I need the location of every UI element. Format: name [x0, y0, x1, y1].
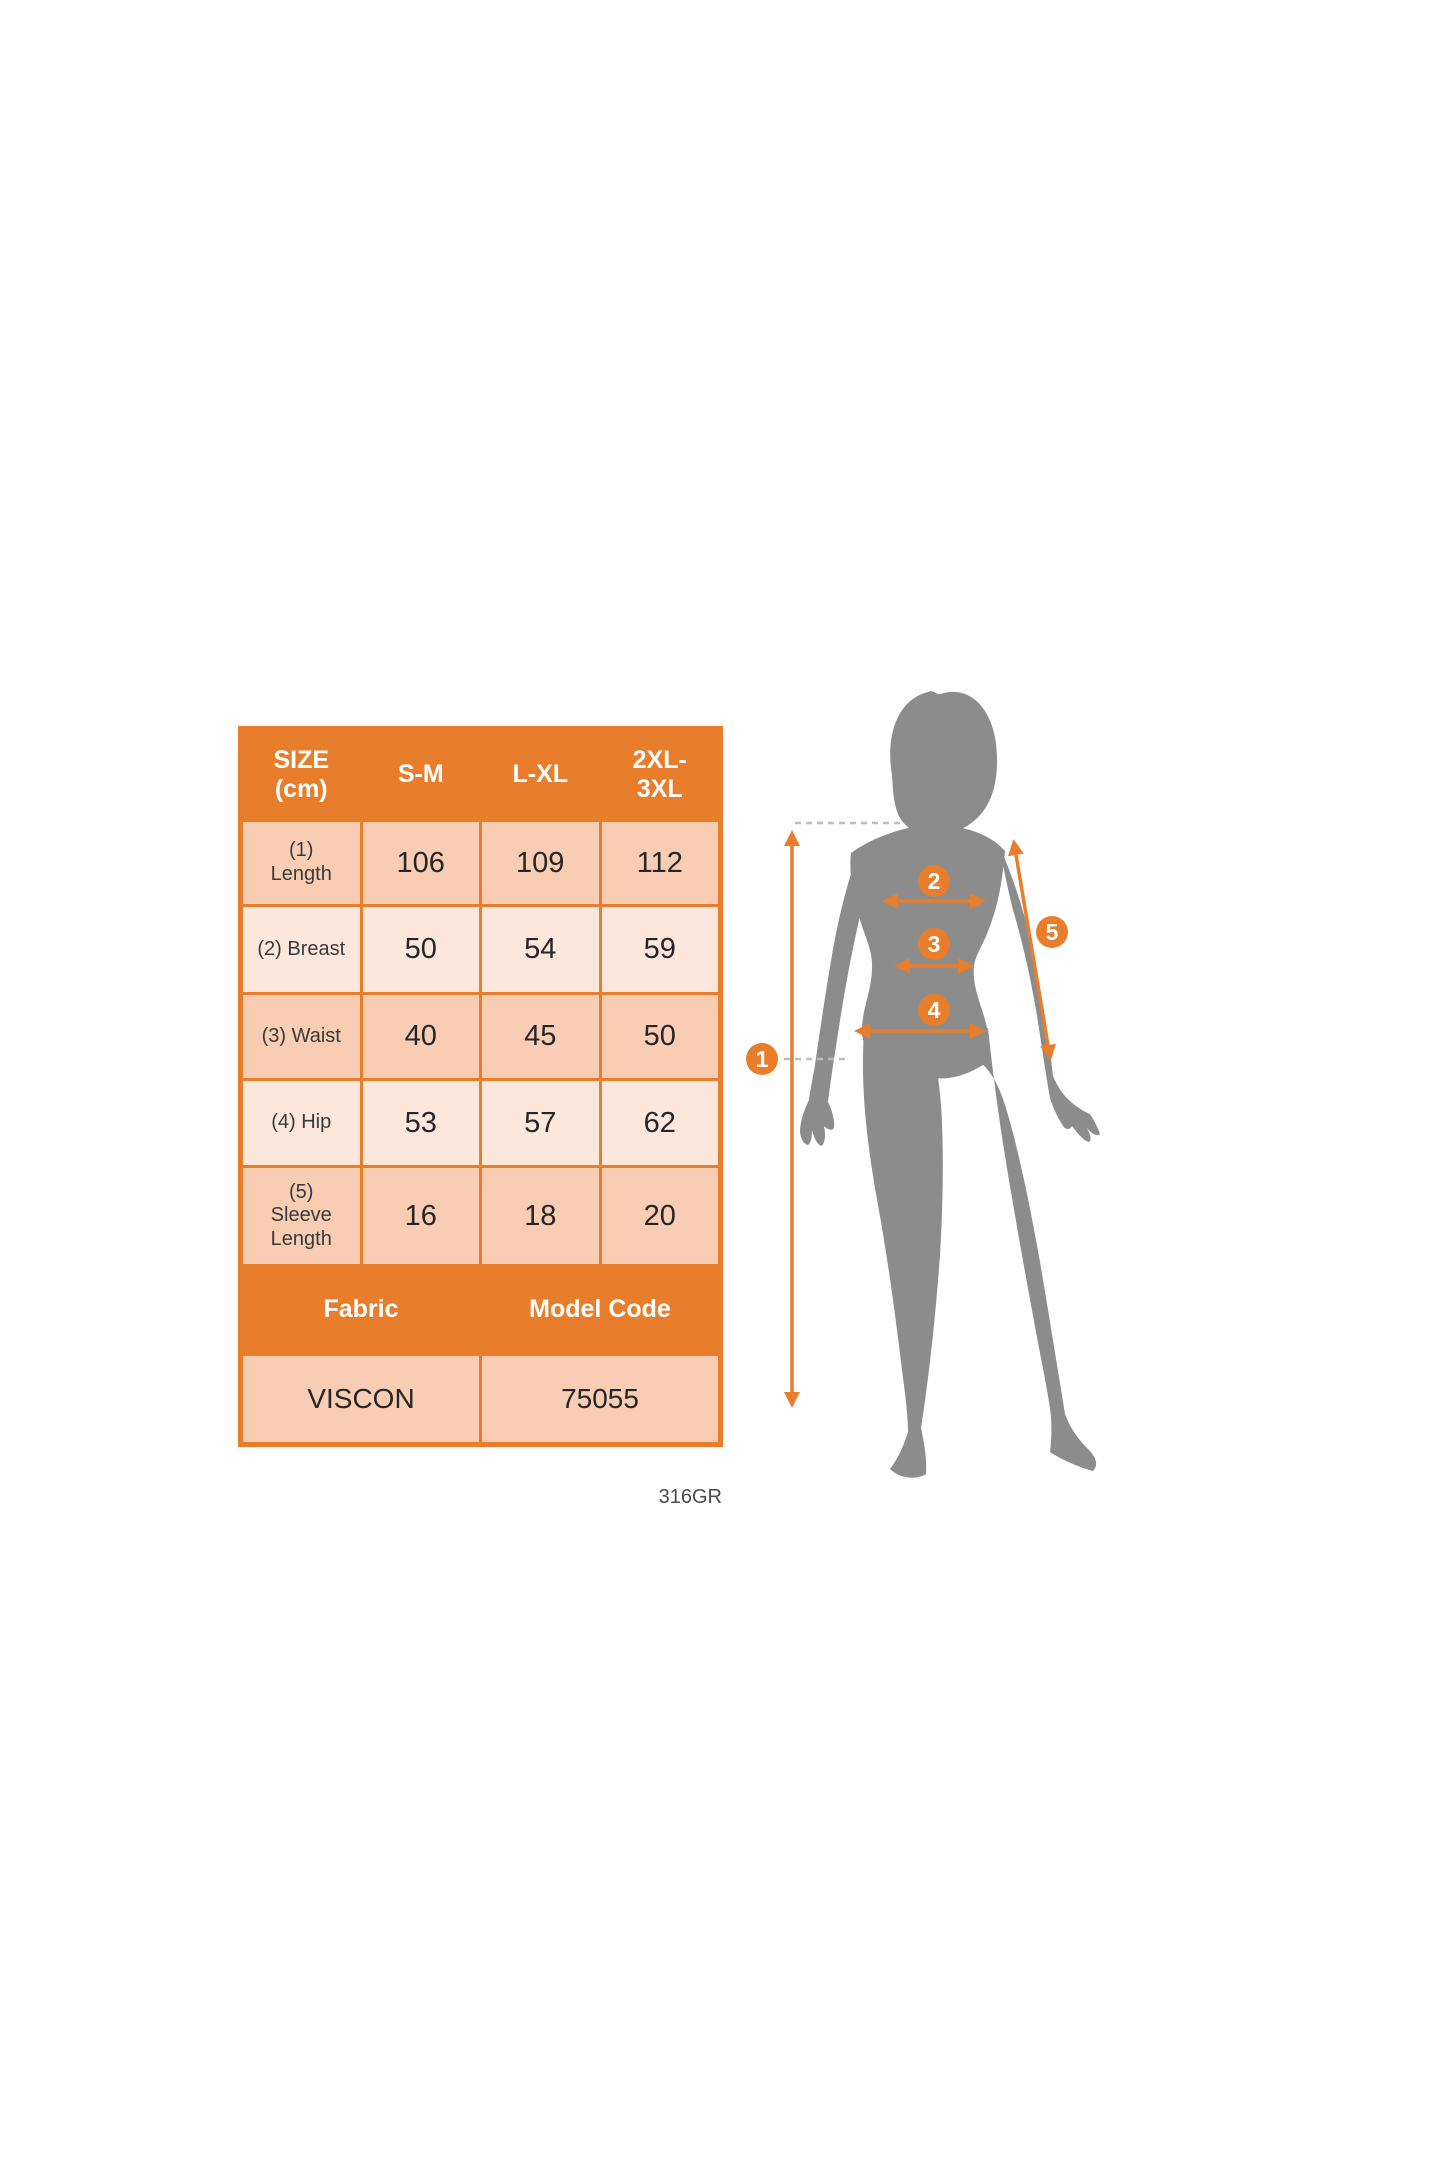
- row-sleeve-sm: 16: [362, 1168, 479, 1264]
- silhouette-head: [890, 691, 998, 835]
- row-length-label: (1) Length: [243, 822, 360, 904]
- footer-model-code-value: 75055: [482, 1356, 718, 1442]
- row-hip-lxl: 57: [482, 1081, 599, 1165]
- footer-model-code-header: Model Code: [482, 1267, 718, 1353]
- badge-sleeve: 5: [1036, 916, 1068, 948]
- header-lxl: L-XL: [482, 731, 599, 819]
- size-chart-table: SIZE (cm) S-M L-XL 2XL- 3XL (1) Length 1…: [238, 726, 723, 1447]
- row-sleeve-label: (5) Sleeve Length: [243, 1168, 360, 1264]
- row-breast-sm: 50: [362, 907, 479, 992]
- svg-text:2: 2: [928, 868, 941, 894]
- footer-fabric-header: Fabric: [243, 1267, 479, 1353]
- row-sleeve-2xl3xl: 20: [601, 1168, 718, 1264]
- row-length-lxl: 109: [482, 822, 599, 904]
- model-code-footnote: 316GR: [658, 1486, 722, 1508]
- reference-dashed-lines: [784, 821, 902, 1061]
- footer-fabric-value: VISCON: [243, 1356, 479, 1442]
- svg-text:1: 1: [756, 1046, 769, 1072]
- header-sm: S-M: [362, 731, 479, 819]
- row-hip-label: (4) Hip: [243, 1081, 360, 1165]
- silhouette-left-leg: [862, 1032, 943, 1478]
- badge-waist: 3: [918, 928, 950, 960]
- row-hip-sm: 53: [362, 1081, 479, 1165]
- badge-breast: 2: [918, 865, 950, 897]
- row-sleeve-lxl: 18: [482, 1168, 599, 1264]
- svg-text:5: 5: [1046, 919, 1059, 945]
- row-hip-2xl3xl: 62: [601, 1081, 718, 1165]
- body-measurement-figure: 1 2 3 4 5: [746, 691, 1100, 1478]
- woman-silhouette: [800, 691, 1100, 1478]
- row-waist-lxl: 45: [482, 995, 599, 1078]
- row-breast-lxl: 54: [482, 907, 599, 992]
- header-size-cm: SIZE (cm): [243, 731, 360, 819]
- badge-hip: 4: [918, 994, 950, 1026]
- row-waist-sm: 40: [362, 995, 479, 1078]
- row-breast-2xl3xl: 59: [601, 907, 718, 992]
- silhouette-left-arm: [800, 858, 872, 1146]
- row-length-2xl3xl: 112: [601, 822, 718, 904]
- svg-text:4: 4: [928, 997, 941, 1023]
- row-breast-label: (2) Breast: [243, 907, 360, 992]
- silhouette-right-leg: [938, 1028, 1097, 1471]
- svg-text:3: 3: [928, 931, 941, 957]
- row-waist-label: (3) Waist: [243, 995, 360, 1078]
- measurement-badges: 1 2 3 4 5: [746, 865, 1068, 1075]
- header-2xl3xl: 2XL- 3XL: [601, 731, 718, 819]
- measurement-arrows: [783, 829, 1056, 1409]
- sleeve-arrow: [1008, 839, 1056, 1061]
- row-waist-2xl3xl: 50: [601, 995, 718, 1078]
- row-length-sm: 106: [362, 822, 479, 904]
- badge-length: 1: [746, 1043, 778, 1075]
- silhouette-right-arm: [1002, 852, 1100, 1142]
